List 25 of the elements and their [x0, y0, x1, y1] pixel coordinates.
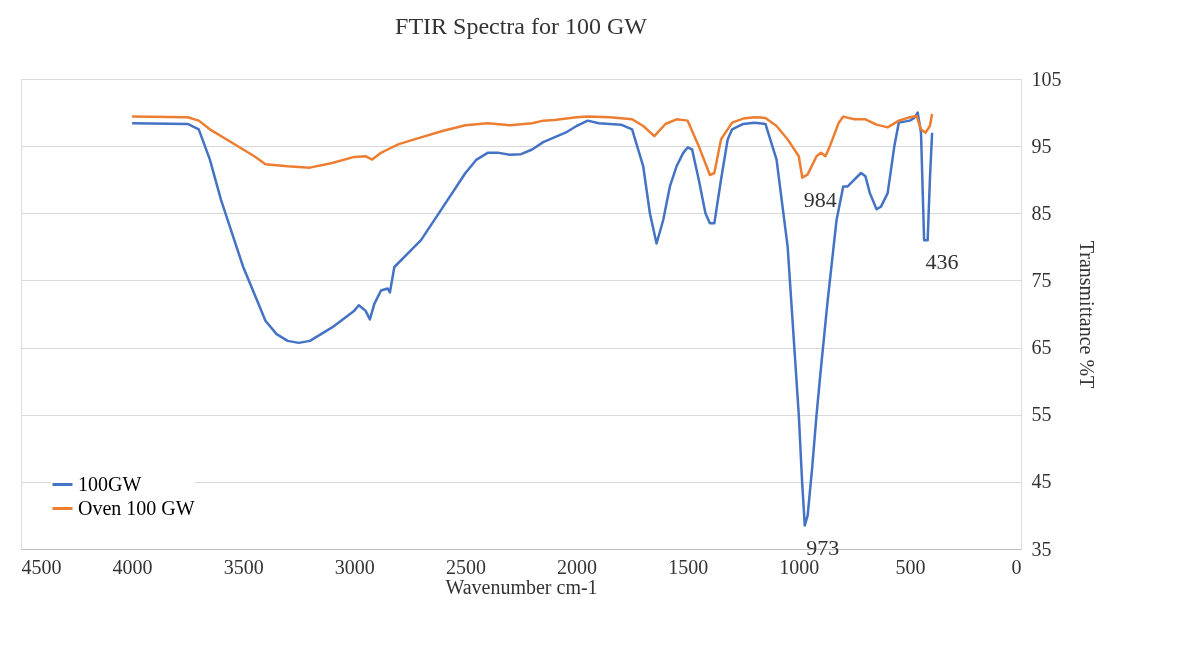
x-tick-label: 0	[1011, 555, 1022, 578]
x-tick-label: 4000	[112, 555, 153, 578]
x-tick-label: 4500	[21, 555, 62, 578]
y-axis-title: Transmittance %T	[1075, 240, 1098, 389]
y-tick-label: 55	[1031, 403, 1052, 426]
x-tick-label: 3000	[334, 555, 375, 578]
y-tick-label: 95	[1031, 134, 1052, 157]
y-tick-label: 35	[1031, 537, 1052, 560]
x-tick-label: 3500	[223, 555, 264, 578]
annotation: 984	[803, 186, 837, 212]
x-axis-title: Wavenumber cm-1	[445, 575, 598, 598]
y-tick-label: 65	[1031, 336, 1052, 359]
x-tick-label: 1500	[668, 555, 709, 578]
y-tick-label: 105	[1031, 67, 1062, 90]
y-tick-label: 75	[1031, 268, 1052, 291]
x-tick-label: 2000	[557, 555, 598, 578]
chart-title: FTIR Spectra for 100 GW	[395, 13, 648, 39]
legend-label: 100GW	[78, 472, 142, 495]
annotation: 436	[925, 249, 959, 275]
y-tick-label: 85	[1031, 201, 1052, 224]
line-series	[130, 112, 934, 179]
y-tick-label: 45	[1031, 470, 1052, 493]
x-tick-label: 2500	[445, 555, 486, 578]
legend-label: Oven 100 GW	[78, 496, 195, 519]
x-tick-label: 500	[895, 555, 926, 578]
